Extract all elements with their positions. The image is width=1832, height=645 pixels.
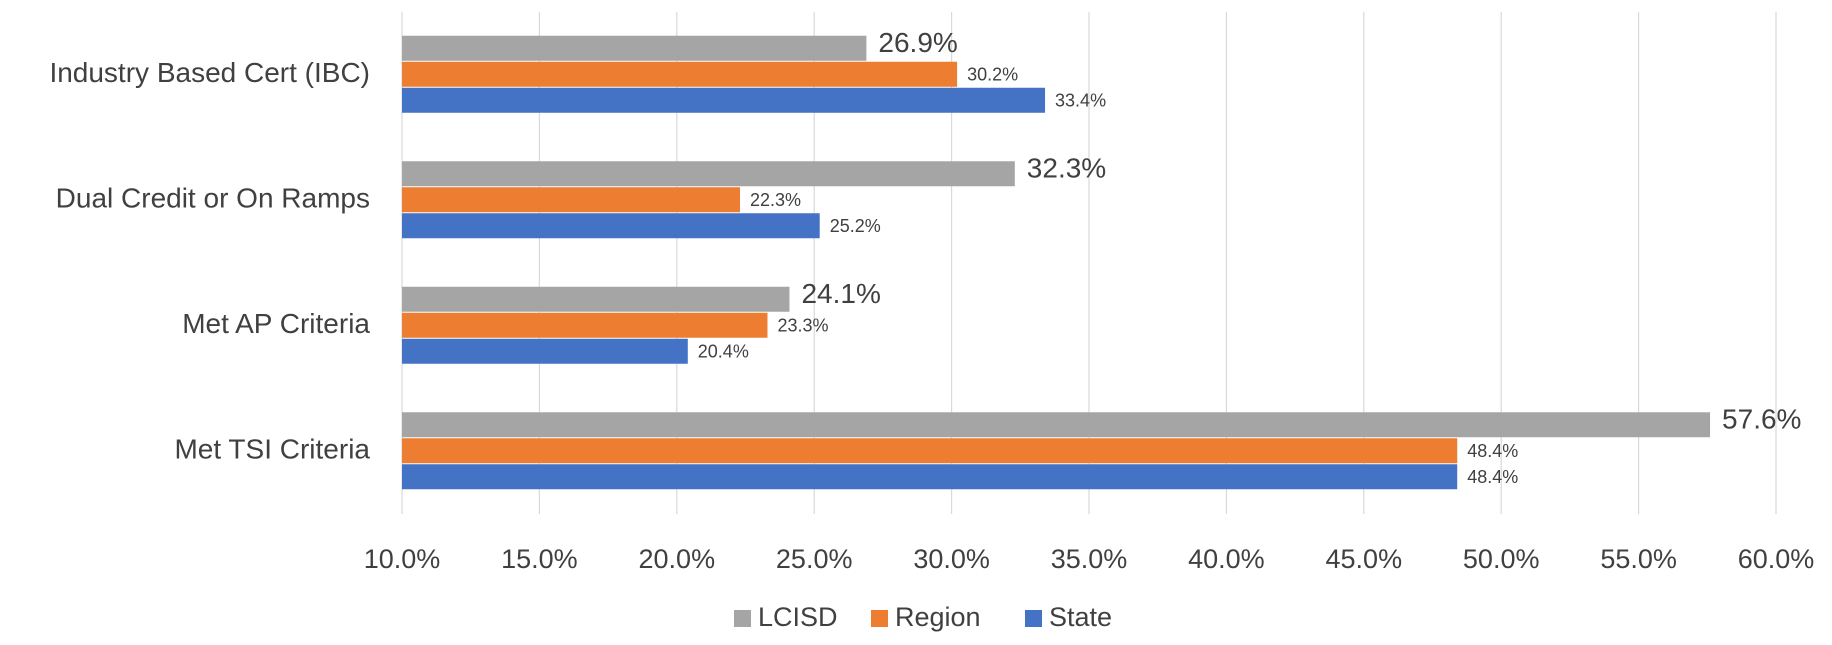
x-tick-label: 55.0% <box>1600 544 1677 574</box>
y-tick-label: Met AP Criteria <box>182 308 370 339</box>
value-label: 48.4% <box>1467 467 1518 487</box>
legend-label: LCISD <box>758 602 838 632</box>
value-label: 48.4% <box>1467 441 1518 461</box>
value-label: 23.3% <box>777 316 828 336</box>
legend-label: Region <box>895 602 981 632</box>
value-label: 57.6% <box>1722 404 1801 435</box>
value-label: 25.2% <box>830 216 881 236</box>
bar <box>402 213 820 239</box>
x-tick-label: 15.0% <box>501 544 578 574</box>
bar <box>402 286 790 312</box>
x-tick-label: 60.0% <box>1738 544 1815 574</box>
bar <box>402 412 1711 438</box>
value-label: 32.3% <box>1027 153 1106 184</box>
bar <box>402 438 1458 464</box>
y-tick-label: Dual Credit or On Ramps <box>56 183 370 214</box>
bar <box>402 161 1015 187</box>
x-tick-label: 25.0% <box>776 544 853 574</box>
bar <box>402 464 1458 490</box>
x-tick-label: 10.0% <box>364 544 441 574</box>
y-tick-label: Industry Based Cert (IBC) <box>49 57 370 88</box>
bar <box>402 35 867 61</box>
value-label: 30.2% <box>967 65 1018 85</box>
x-tick-label: 40.0% <box>1188 544 1265 574</box>
value-label: 26.9% <box>878 27 957 58</box>
value-label: 20.4% <box>698 342 749 362</box>
x-tick-label: 50.0% <box>1463 544 1540 574</box>
legend-swatch <box>1025 610 1042 627</box>
bar <box>402 312 768 338</box>
bar <box>402 187 741 213</box>
x-tick-label: 20.0% <box>639 544 716 574</box>
bar <box>402 61 958 87</box>
x-tick-label: 30.0% <box>913 544 990 574</box>
value-label: 22.3% <box>750 190 801 210</box>
x-tick-label: 45.0% <box>1326 544 1403 574</box>
y-tick-label: Met TSI Criteria <box>174 434 370 465</box>
legend-swatch <box>734 610 751 627</box>
value-label: 33.4% <box>1055 91 1106 111</box>
bar <box>402 87 1046 113</box>
legend-label: State <box>1049 602 1112 632</box>
legend-swatch <box>871 610 888 627</box>
x-tick-label: 35.0% <box>1051 544 1128 574</box>
value-label: 24.1% <box>801 278 880 309</box>
bar <box>402 338 688 364</box>
